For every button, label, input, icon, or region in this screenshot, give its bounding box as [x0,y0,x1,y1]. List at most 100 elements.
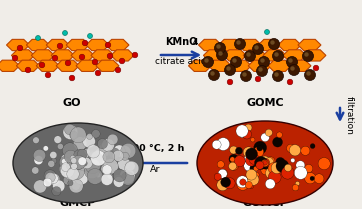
Circle shape [70,127,86,143]
Circle shape [62,143,78,158]
Circle shape [268,163,279,174]
Circle shape [57,143,63,149]
Circle shape [64,124,75,135]
Polygon shape [12,50,34,61]
Circle shape [119,58,125,64]
Circle shape [73,150,85,162]
Circle shape [71,158,77,164]
Circle shape [108,134,118,145]
Polygon shape [278,39,301,51]
Circle shape [32,167,39,174]
Polygon shape [51,50,74,61]
Text: GMCP: GMCP [60,198,96,208]
Circle shape [245,148,257,160]
Polygon shape [223,50,247,61]
Circle shape [103,146,111,154]
Circle shape [70,155,76,161]
Circle shape [79,54,85,60]
Circle shape [88,151,97,160]
Circle shape [268,171,281,184]
Text: KMnO: KMnO [165,37,197,47]
Circle shape [240,133,244,138]
Circle shape [102,165,112,175]
Polygon shape [303,50,326,61]
Circle shape [87,145,100,158]
Circle shape [77,149,87,159]
Text: citrate acid: citrate acid [155,57,207,66]
Circle shape [125,161,139,175]
Circle shape [25,67,31,73]
Text: GO: GO [63,98,81,108]
Circle shape [92,130,100,138]
Circle shape [237,178,249,190]
Circle shape [221,177,231,187]
Circle shape [262,160,267,165]
Circle shape [75,160,81,166]
Circle shape [301,146,310,155]
Polygon shape [283,50,306,61]
Circle shape [281,166,294,179]
Circle shape [216,50,227,60]
Circle shape [83,135,95,148]
Circle shape [236,176,248,188]
Circle shape [306,71,311,76]
Circle shape [260,58,265,63]
Circle shape [277,132,282,138]
Circle shape [99,142,113,156]
Circle shape [60,153,76,169]
Circle shape [121,143,136,158]
Circle shape [289,145,300,156]
Circle shape [114,174,122,183]
Circle shape [254,172,259,178]
Circle shape [113,150,123,161]
Polygon shape [66,39,89,51]
Polygon shape [36,60,59,71]
Circle shape [266,157,275,165]
Circle shape [217,179,228,191]
Circle shape [242,130,252,139]
Circle shape [68,156,76,164]
Circle shape [257,65,268,76]
Circle shape [267,166,272,170]
Circle shape [253,166,258,171]
Circle shape [70,160,83,172]
Polygon shape [86,39,109,51]
Circle shape [232,58,237,63]
Circle shape [204,58,209,63]
Circle shape [202,56,214,68]
Ellipse shape [13,123,143,203]
Circle shape [33,137,39,144]
Circle shape [251,138,255,142]
Circle shape [245,154,257,166]
Circle shape [52,187,61,196]
Circle shape [255,76,261,82]
Circle shape [96,172,101,178]
Circle shape [212,140,221,149]
Circle shape [74,149,89,164]
Circle shape [59,162,73,176]
Circle shape [88,33,93,38]
Circle shape [62,158,68,164]
Circle shape [219,169,228,178]
Circle shape [314,174,324,184]
Circle shape [52,55,58,61]
Circle shape [34,156,43,165]
Circle shape [287,79,293,85]
Circle shape [254,141,266,154]
Circle shape [48,173,60,185]
Circle shape [248,174,259,185]
Circle shape [254,157,268,169]
Circle shape [84,149,90,155]
Circle shape [292,184,299,191]
Circle shape [253,43,264,55]
Circle shape [70,131,78,139]
Circle shape [80,153,88,160]
Circle shape [87,134,93,139]
Circle shape [256,159,263,165]
Circle shape [303,51,313,61]
Circle shape [263,163,268,167]
Polygon shape [91,50,114,61]
Circle shape [242,72,247,77]
Circle shape [113,169,126,182]
Circle shape [230,161,239,170]
